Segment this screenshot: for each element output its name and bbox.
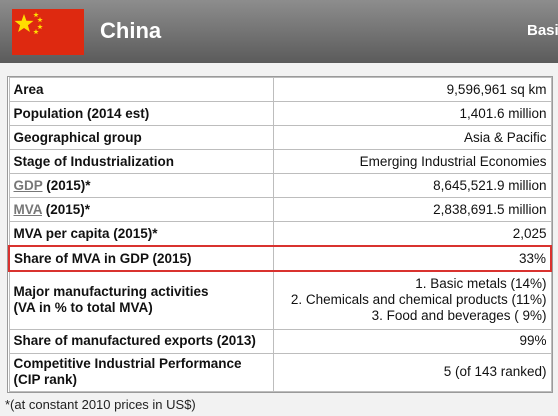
row-label-line: Competitive Industrial Performance	[13, 356, 242, 371]
row-label: Population (2014 est)	[8, 101, 274, 126]
row-label: Share of MVA in GDP (2015)	[8, 245, 274, 272]
table-row: Stage of Industrialization Emerging Indu…	[8, 149, 552, 174]
tab-basic[interactable]: Basi	[527, 22, 558, 39]
table-row: MVA per capita (2015)* 2,025	[8, 221, 552, 247]
row-value: Asia & Pacific	[273, 125, 552, 150]
row-label: Share of manufactured exports (2013)	[8, 328, 274, 354]
table-row: GDP (2015)* 8,645,521.9 million	[8, 173, 552, 198]
row-label-rest: (2015)*	[42, 177, 91, 193]
table-row: MVA (2015)* 2,838,691.5 million	[8, 197, 552, 222]
row-label: Stage of Industrialization	[8, 149, 274, 174]
table-row: Population (2014 est) 1,401.6 million	[8, 101, 552, 126]
row-label-line: Major manufacturing activities	[13, 284, 209, 300]
row-label-line: (VA in % to total MVA)	[13, 300, 153, 316]
row-label: Competitive Industrial Performance (CIP …	[8, 352, 274, 392]
row-value: 5 (of 143 ranked)	[273, 352, 552, 392]
row-value: 2,025	[273, 221, 552, 247]
row-label-rest: (2015)*	[42, 201, 91, 217]
row-label-line: (CIP rank)	[13, 372, 78, 387]
row-value: 8,645,521.9 million	[273, 173, 552, 198]
list-item: 1. Basic metals (14%)	[415, 276, 547, 292]
table-row: Geographical group Asia & Pacific	[8, 125, 552, 150]
row-label: MVA per capita (2015)*	[8, 221, 274, 247]
row-label: GDP (2015)*	[8, 173, 274, 198]
country-name: China	[100, 18, 162, 43]
row-value: 1,401.6 million	[273, 101, 552, 126]
row-label: Area	[8, 77, 274, 102]
country-profile-table: Area 9,596,961 sq km Population (2014 es…	[7, 76, 553, 393]
row-value: Emerging Industrial Economies	[273, 149, 552, 174]
row-value: 99%	[273, 328, 552, 354]
row-value: 33%	[273, 245, 552, 272]
china-flag-icon	[12, 9, 84, 55]
row-label: Geographical group	[8, 125, 274, 150]
list-item: 2. Chemicals and chemical products (11%)	[290, 292, 547, 308]
row-value: 2,838,691.5 million	[273, 197, 552, 222]
highlighted-table-row: Share of MVA in GDP (2015) 33%	[8, 245, 552, 272]
table-row: Share of manufactured exports (2013) 99%	[8, 328, 552, 354]
row-label: Major manufacturing activities (VA in % …	[8, 270, 274, 330]
country-header: China Basi	[0, 0, 558, 63]
list-item: 3. Food and beverages ( 9%)	[371, 308, 547, 324]
mva-abbr-link[interactable]: MVA	[13, 201, 43, 217]
footnote: *(at constant 2010 prices in US$)	[5, 397, 196, 412]
row-value: 9,596,961 sq km	[273, 77, 552, 102]
table-row: Competitive Industrial Performance (CIP …	[8, 352, 552, 392]
table-row: Area 9,596,961 sq km	[8, 77, 552, 102]
row-value-list: 1. Basic metals (14%) 2. Chemicals and c…	[273, 270, 552, 330]
row-label: MVA (2015)*	[8, 197, 274, 222]
table-row: Major manufacturing activities (VA in % …	[8, 270, 552, 330]
gdp-abbr-link[interactable]: GDP	[13, 177, 43, 193]
